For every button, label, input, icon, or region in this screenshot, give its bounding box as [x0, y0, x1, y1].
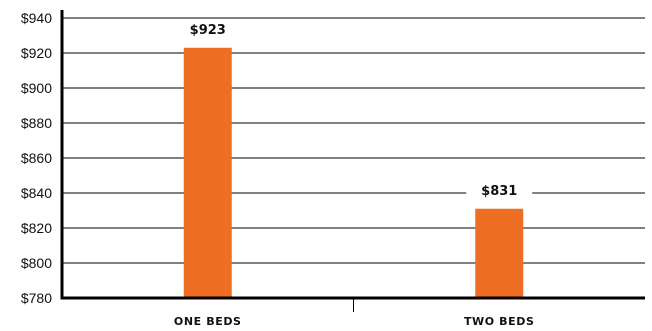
y-tick-label: $860 — [21, 150, 52, 166]
gridlines — [62, 17, 645, 264]
data-label: $923 — [190, 23, 226, 38]
y-tick-label: $940 — [21, 10, 52, 26]
bar-two-beds — [475, 208, 524, 298]
labels: $780 $800 $820 $840 $860 $880 $900 $920 $940 $923… — [21, 10, 535, 328]
y-tick-label: $920 — [21, 45, 52, 61]
data-label-background — [174, 19, 241, 40]
bars — [183, 47, 524, 298]
axes — [60, 10, 645, 312]
data-label: $831 — [481, 184, 517, 199]
bar-one-beds — [183, 47, 232, 298]
x-category-label: ONE BEDS — [174, 315, 242, 328]
y-tick-label: $820 — [21, 220, 52, 236]
data-label-background — [466, 180, 533, 201]
y-tick-label: $800 — [21, 255, 52, 271]
y-tick-label: $840 — [21, 185, 52, 201]
y-tick-label: $780 — [21, 290, 52, 306]
x-category-label: TWO BEDS — [464, 315, 535, 328]
y-tick-label: $900 — [21, 80, 52, 96]
y-tick-label: $880 — [21, 115, 52, 131]
